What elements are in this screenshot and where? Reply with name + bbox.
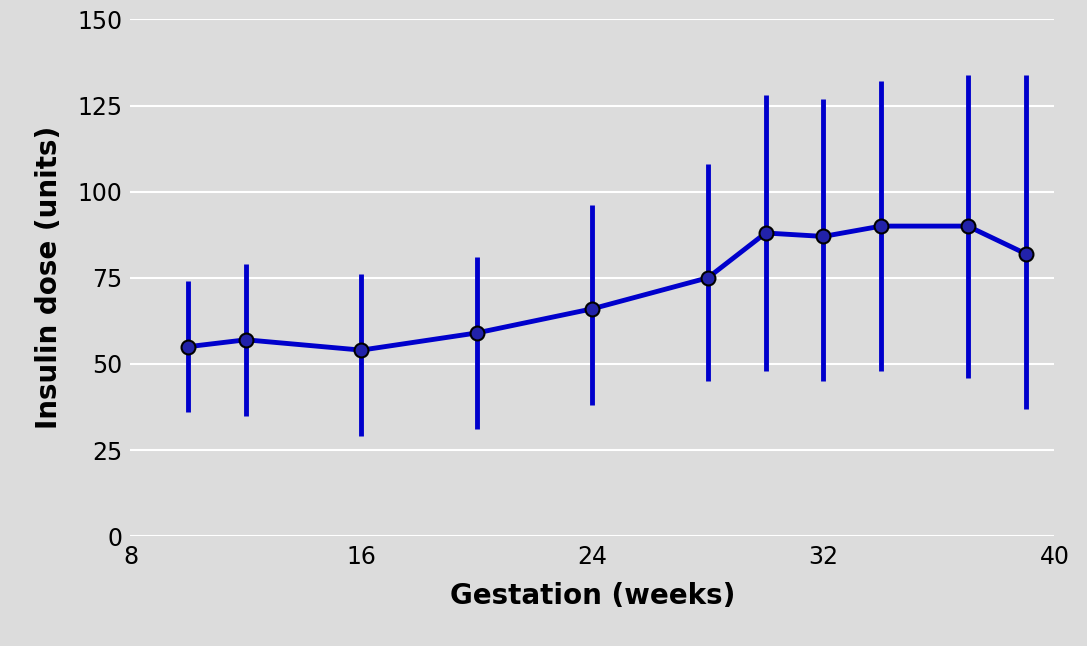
X-axis label: Gestation (weeks): Gestation (weeks) — [450, 583, 735, 610]
Y-axis label: Insulin dose (units): Insulin dose (units) — [35, 126, 63, 430]
